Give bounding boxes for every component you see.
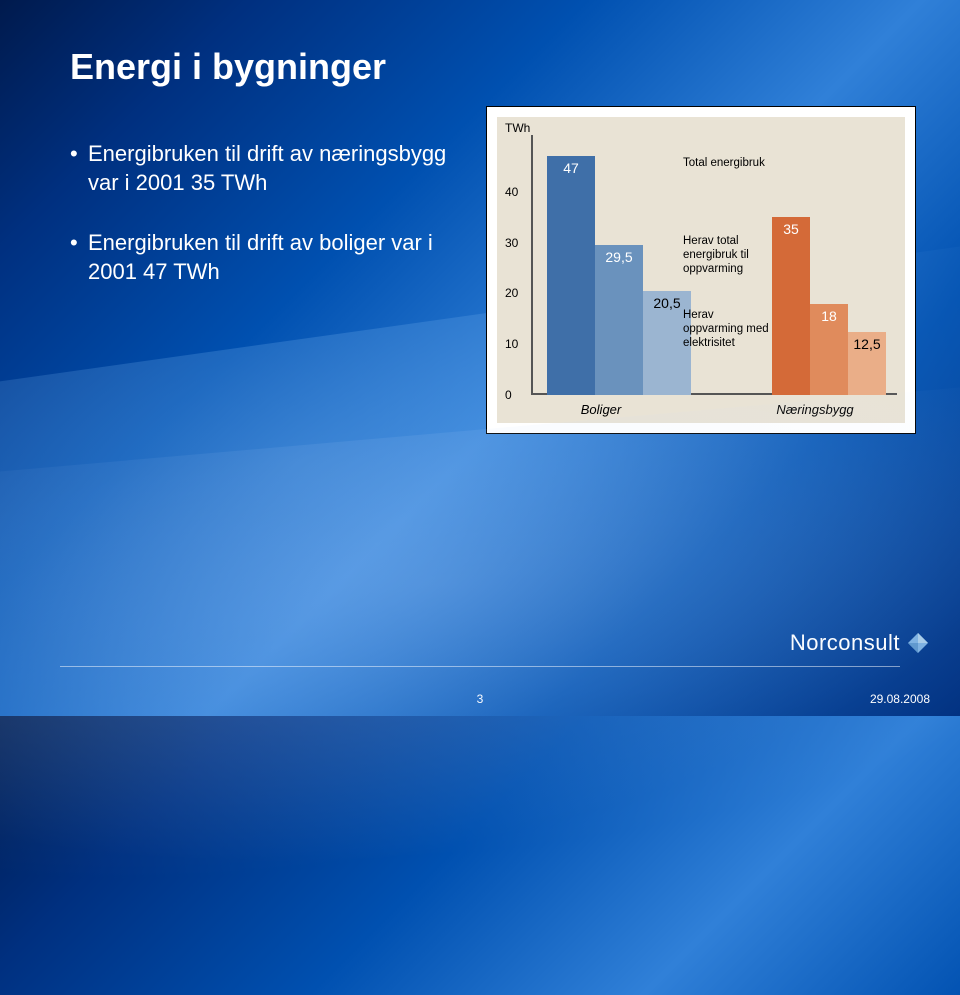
bar-value-label: 47 [563,160,579,176]
bar-value-label: 29,5 [605,249,632,265]
brand-logo: Norconsult [790,630,930,656]
bullet-text: Energibruken til drift av næringsbygg va… [88,140,450,197]
bar-value-label: 20,5 [653,295,680,311]
x-category-label: Boliger [581,402,621,417]
x-category-label: Næringsbygg [776,402,853,417]
bullet-dot-icon [70,229,88,286]
brand-mark-icon [906,631,930,655]
bullet-dot-icon [70,140,88,197]
chart-legend-label: Herav oppvarming med elektrisitet [683,309,775,350]
slide-date: 29.08.2008 [870,692,930,706]
y-tick-label: 20 [505,286,518,300]
footer-divider [60,666,900,667]
y-axis-line [531,135,533,395]
page-number: 3 [477,692,484,706]
brand-logo-text: Norconsult [790,630,900,656]
chart-bar: 47 [547,156,595,395]
bullet-list: Energibruken til drift av næringsbygg va… [70,140,450,318]
y-tick-label: 40 [505,185,518,199]
page-title: Energi i bygninger [70,46,386,88]
bullet-text: Energibruken til drift av boliger var i … [88,229,450,286]
bar-value-label: 35 [783,221,799,237]
chart-bar: 18 [810,304,848,395]
y-axis-unit-label: TWh [505,121,530,135]
bar-value-label: 12,5 [853,336,880,352]
chart-panel: TWh 47 29,5 20,5 Boliger 35 18 12,5 Næringsbygg… [486,106,916,434]
y-tick-label: 10 [505,337,518,351]
slide-footer: Norconsult 3 29.08.2008 [0,666,960,716]
y-tick-label: 30 [505,236,518,250]
chart-legend-label: Herav total energibruk til oppvarming [683,235,775,276]
chart-background: TWh 47 29,5 20,5 Boliger 35 18 12,5 Næringsbygg… [497,117,905,423]
bullet-item: Energibruken til drift av næringsbygg va… [70,140,450,197]
chart-plot-area: 4729,520,5Boliger351812,5NæringsbyggTota… [531,141,897,395]
chart-bar: 29,5 [595,245,643,395]
bar-value-label: 18 [821,308,837,324]
y-tick-label: 0 [505,388,512,402]
chart-bar: 35 [772,217,810,395]
bullet-item: Energibruken til drift av boliger var i … [70,229,450,286]
chart-legend-label: Total energibruk [683,157,775,171]
chart-bar: 12,5 [848,332,886,396]
